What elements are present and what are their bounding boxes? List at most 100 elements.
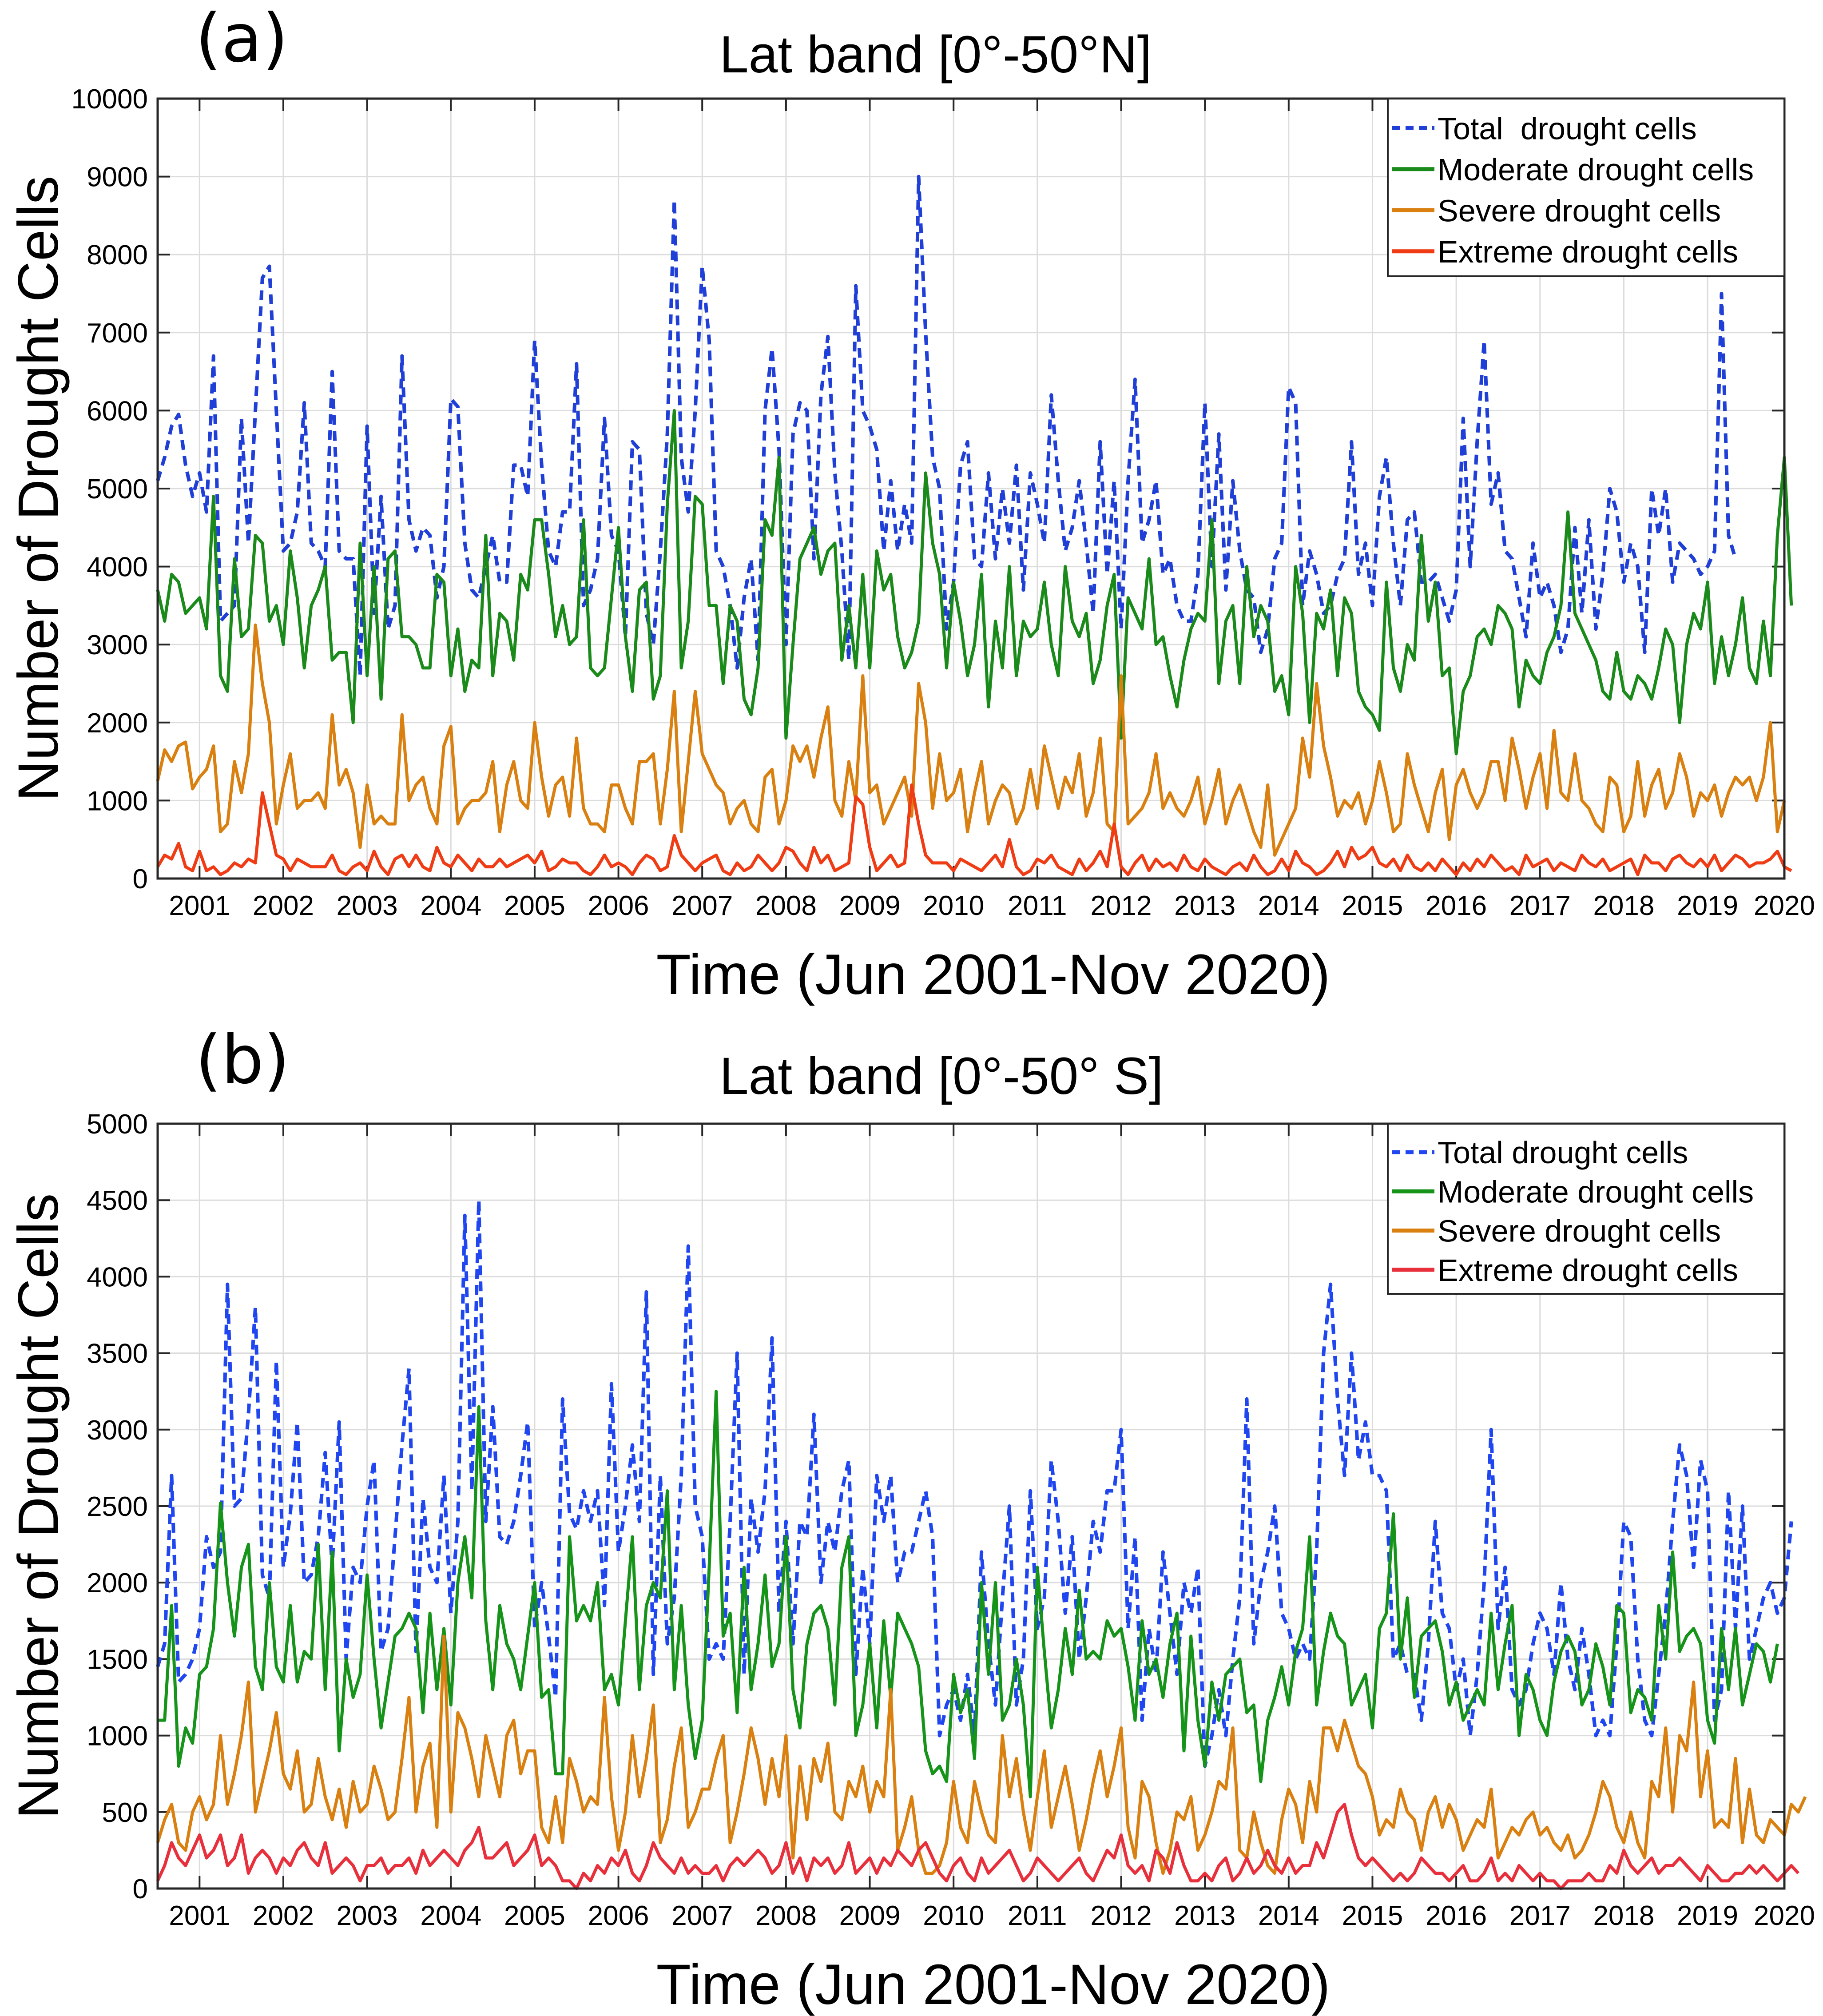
x-tick-label: 2011 [1008, 1901, 1067, 1931]
series-line-severe-drought-cells [156, 1634, 1807, 1875]
legend-box [1387, 1123, 1785, 1295]
y-tick-label: 2000 [87, 708, 148, 739]
series-line-moderate-drought-cells [156, 409, 1793, 756]
x-tick-label: 2020 [1754, 1901, 1815, 1931]
chart-title: Lat band [0°-50° S] [719, 1047, 1164, 1105]
legend-item: Total drought cells [1392, 1135, 1688, 1170]
y-axis: 0 1000 2000 3000 4000 5000 6000 7000 8000 9000 100… [71, 84, 1784, 895]
y-tick-label: 0 [133, 1874, 148, 1905]
y-axis-label: Number of Drought Cells [7, 1193, 70, 1819]
x-tick-label: 2012 [1091, 891, 1152, 921]
x-tick-label: 2015 [1342, 1901, 1403, 1931]
legend-item: Total drought cells [1392, 111, 1697, 146]
y-tick-label: 0 [133, 864, 148, 895]
series-line-extreme-drought-cells [156, 783, 1792, 876]
y-tick-label: 5000 [87, 474, 148, 505]
x-tick-label: 2019 [1677, 891, 1738, 921]
x-tick-label: 2010 [923, 891, 984, 921]
legend-item: Extreme drought cells [1392, 1253, 1738, 1288]
y-tick-label: 3000 [87, 1415, 148, 1446]
y-tick-label: 2000 [87, 1568, 148, 1598]
plot-frame [156, 97, 1786, 880]
x-tick-label: 2016 [1426, 1901, 1487, 1931]
legend-label: Extreme drought cells [1438, 235, 1738, 269]
series-group [156, 175, 1793, 876]
chart-title: Lat band [0°-50°N] [719, 25, 1152, 84]
y-tick-label: 4000 [87, 1262, 148, 1292]
x-tick-label: 2004 [420, 1901, 481, 1931]
x-tick-label: 2007 [671, 1901, 733, 1931]
series-line-total-drought-cells [156, 175, 1737, 678]
x-tick-label: 2016 [1426, 891, 1487, 921]
x-tick-label: 2006 [588, 1901, 649, 1931]
x-tick-label: 2019 [1677, 1901, 1738, 1931]
panel-b: (b) Lat band [0°-50° S] 0 500 1000 1500 2000… [0, 1022, 1823, 2016]
y-tick-label: 6000 [87, 396, 148, 426]
legend-item: Severe drought cells [1392, 1214, 1721, 1249]
y-axis: 0 500 1000 1500 2000 2500 3000 3500 4000 4500 5000 [87, 1109, 1784, 1905]
x-tick-label: 2018 [1593, 891, 1654, 921]
x-tick-label: 2002 [253, 1901, 314, 1931]
x-tick-label: 2007 [671, 891, 733, 921]
x-tick-label: 2012 [1091, 1901, 1152, 1931]
legend: Total drought cells Moderate drought cell… [1387, 1123, 1785, 1295]
x-tick-label: 2003 [337, 891, 398, 921]
y-tick-label: 500 [102, 1797, 148, 1828]
x-tick-label: 2001 [169, 1901, 230, 1931]
y-tick-label: 1500 [87, 1644, 148, 1675]
legend-label: Extreme drought cells [1438, 1253, 1738, 1288]
legend-label: Moderate drought cells [1438, 1174, 1754, 1209]
x-tick-label: 2017 [1509, 891, 1571, 921]
x-tick-label: 2013 [1174, 891, 1235, 921]
chart-a: 0 1000 2000 3000 4000 5000 6000 7000 8000 9000 100… [7, 84, 1815, 1006]
x-tick-label: 2004 [420, 891, 481, 921]
x-tick-label: 2015 [1342, 891, 1403, 921]
y-tick-label: 2500 [87, 1491, 148, 1522]
y-tick-label: 1000 [87, 1721, 148, 1752]
y-tick-label: 10000 [71, 84, 148, 115]
x-tick-label: 2014 [1258, 891, 1319, 921]
x-axis-label: Time (Jun 2001-Nov 2020) [656, 943, 1331, 1006]
legend: Total drought cells Moderate drought cell… [1387, 98, 1785, 277]
x-tick-label: 2013 [1174, 1901, 1235, 1931]
chart-b: 0 500 1000 1500 2000 2500 3000 3500 4000 4500 5000… [7, 1109, 1815, 2016]
legend-label: Severe drought cells [1438, 193, 1721, 228]
x-tick-label: 2014 [1258, 1901, 1319, 1931]
y-tick-label: 9000 [87, 162, 148, 193]
x-tick-label: 2001 [169, 891, 230, 921]
legend-item: Severe drought cells [1392, 193, 1721, 228]
x-axis-label: Time (Jun 2001-Nov 2020) [656, 1953, 1331, 2016]
x-tick-label: 2005 [504, 1901, 565, 1931]
x-tick-label: 2006 [588, 891, 649, 921]
y-tick-label: 3000 [87, 630, 148, 660]
x-tick-label: 2003 [337, 1901, 398, 1931]
x-tick-label: 2002 [253, 891, 314, 921]
y-tick-label: 1000 [87, 786, 148, 816]
plot-frame [156, 1122, 1786, 1890]
y-tick-label: 4000 [87, 552, 148, 583]
x-tick-label: 2010 [923, 1901, 984, 1931]
x-tick-label: 2009 [839, 891, 901, 921]
y-tick-label: 5000 [87, 1109, 148, 1140]
legend-label: Total drought cells [1438, 111, 1697, 146]
y-tick-label: 7000 [87, 318, 148, 349]
series-line-extreme-drought-cells [156, 1803, 1800, 1890]
panel-letter: (b) [195, 1022, 290, 1099]
y-axis-label: Number of Drought Cells [7, 176, 70, 802]
legend-item: Moderate drought cells [1392, 152, 1754, 187]
y-tick-label: 4500 [87, 1185, 148, 1216]
x-tick-label: 2018 [1593, 1901, 1654, 1931]
legend-label: Total drought cells [1438, 1135, 1688, 1170]
series-line-severe-drought-cells [156, 623, 1786, 857]
panel-letter: (a) [195, 0, 288, 77]
legend-item: Moderate drought cells [1392, 1174, 1754, 1209]
x-tick-label: 2017 [1509, 1901, 1571, 1931]
legend-label: Moderate drought cells [1438, 152, 1754, 187]
series-group [156, 1198, 1807, 1890]
series-line-moderate-drought-cells [158, 1390, 1779, 1798]
y-tick-label: 8000 [87, 240, 148, 270]
x-tick-label: 2009 [839, 1901, 901, 1931]
x-axis: 2001 2002 2003 2004 2005 2006 2007 2008 2009 2010… [169, 1124, 1815, 1931]
y-tick-label: 3500 [87, 1339, 148, 1369]
legend-item: Extreme drought cells [1392, 235, 1738, 269]
